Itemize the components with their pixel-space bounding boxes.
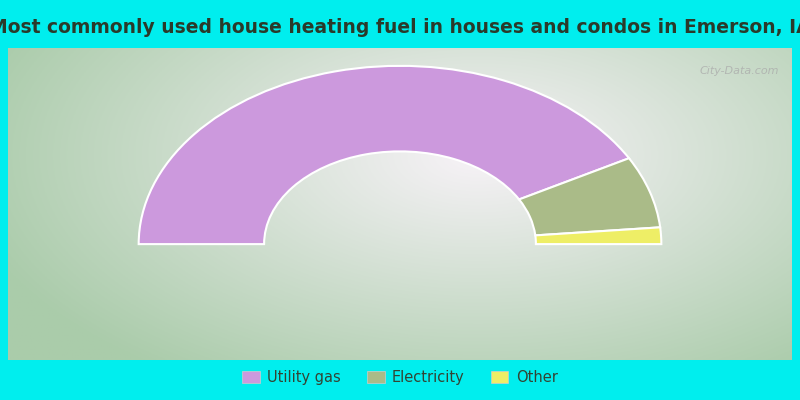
- Wedge shape: [519, 158, 660, 235]
- Wedge shape: [535, 227, 662, 244]
- Wedge shape: [138, 66, 629, 244]
- Text: Most commonly used house heating fuel in houses and condos in Emerson, IA: Most commonly used house heating fuel in…: [0, 18, 800, 37]
- Text: City-Data.com: City-Data.com: [699, 66, 779, 76]
- Legend: Utility gas, Electricity, Other: Utility gas, Electricity, Other: [237, 364, 563, 391]
